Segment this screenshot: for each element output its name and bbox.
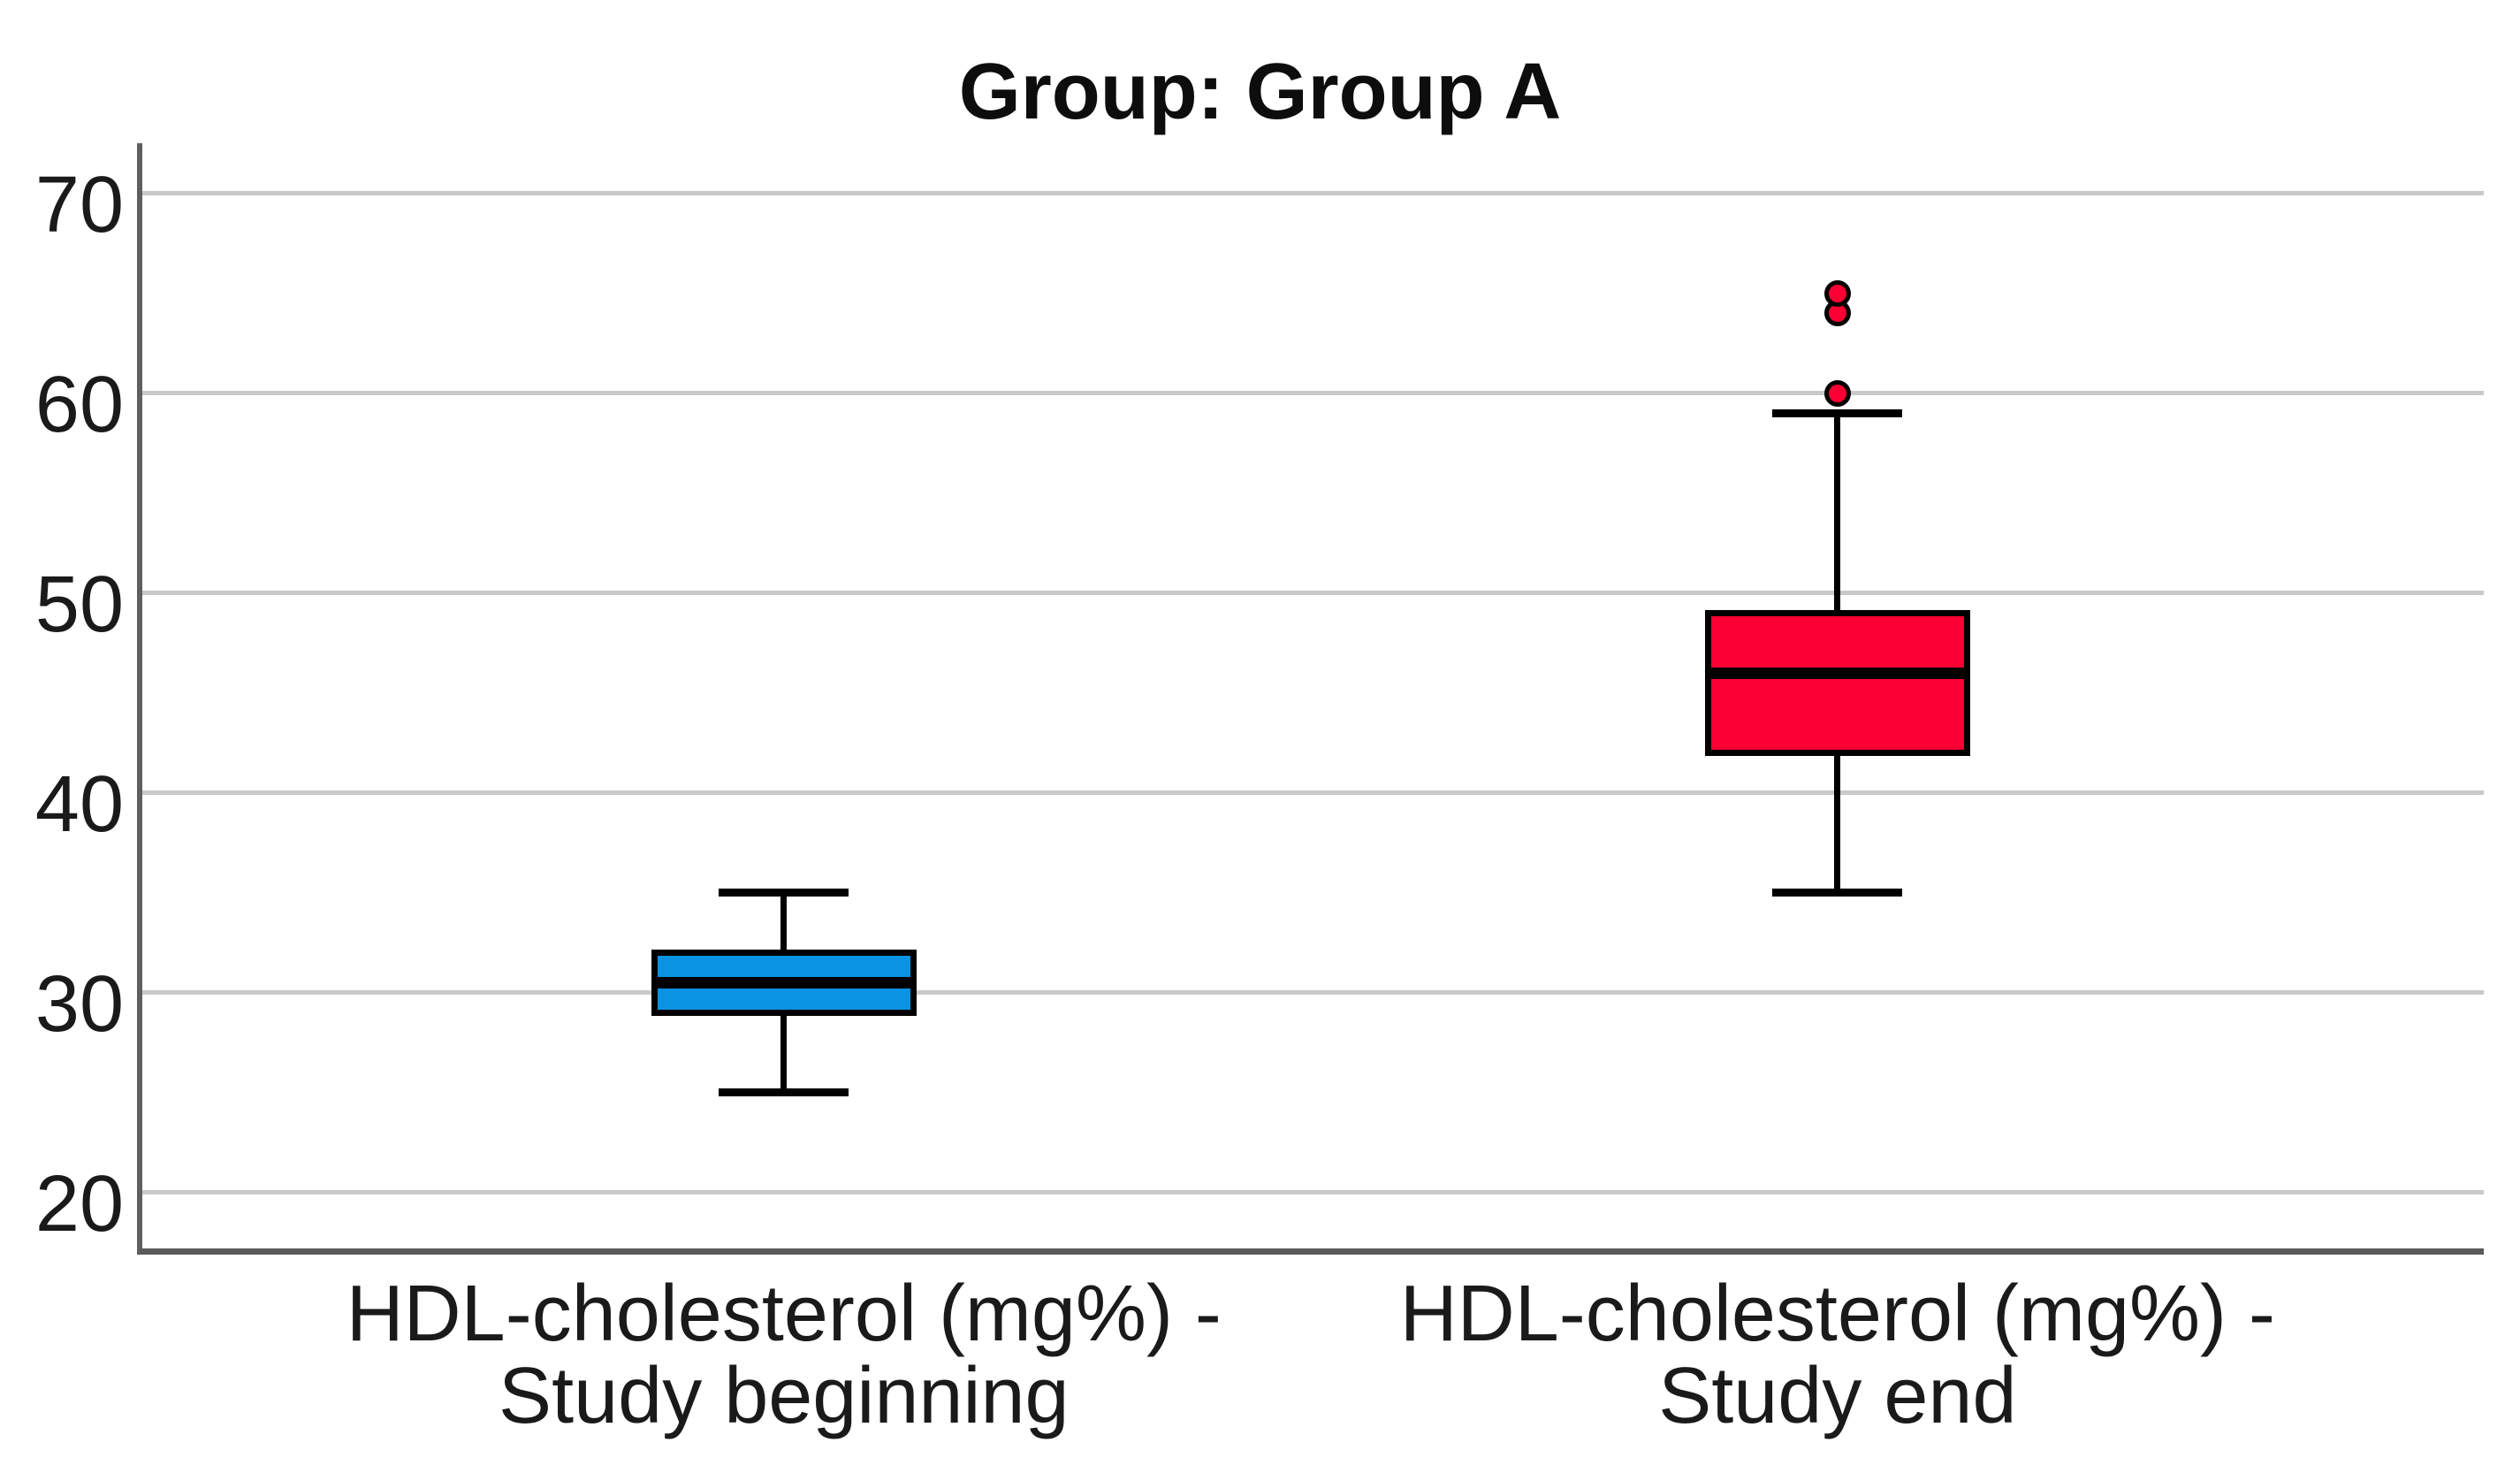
plot-area — [137, 143, 2484, 1255]
whisker-cap-bottom — [1772, 889, 1903, 897]
y-axis-tick-labels: 70 60 50 40 30 20 — [0, 0, 124, 1473]
boxplot-study-end — [142, 143, 2484, 1248]
gridline — [142, 1190, 2484, 1195]
gridline — [142, 990, 2484, 996]
whisker-cap-top — [1772, 408, 1903, 417]
median-line — [651, 976, 917, 988]
y-tick-label: 70 — [34, 160, 124, 249]
y-tick-label: 60 — [34, 360, 124, 449]
box-rect — [1704, 609, 1970, 756]
chart-title: Group: Group A — [958, 48, 1562, 136]
whisker-cap-top — [719, 889, 849, 897]
boxplot-study-beginning — [142, 143, 2484, 1248]
median-line — [1704, 667, 1970, 679]
y-tick-label: 20 — [34, 1159, 124, 1248]
whisker-cap-bottom — [719, 1088, 849, 1097]
x-category-label: HDL-cholesterol (mg%) - Study beginning — [346, 1270, 1222, 1440]
outlier-dot — [1823, 279, 1851, 307]
y-tick-label: 40 — [34, 759, 124, 849]
y-tick-label: 50 — [34, 560, 124, 649]
outlier-dot — [1823, 379, 1851, 407]
gridline — [142, 591, 2484, 596]
y-tick-label: 30 — [34, 959, 124, 1049]
x-category-label: HDL-cholesterol (mg%) - Study end — [1399, 1270, 2275, 1440]
gridline — [142, 391, 2484, 396]
gridline — [142, 191, 2484, 195]
gridline — [142, 790, 2484, 796]
